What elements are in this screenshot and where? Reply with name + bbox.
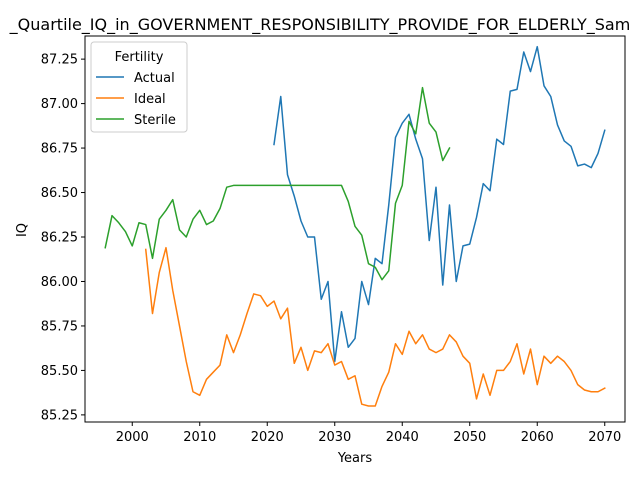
- y-tick-label: 86.25: [41, 231, 78, 246]
- legend-label-actual: Actual: [134, 71, 175, 86]
- y-tick-label: 87.25: [41, 53, 78, 68]
- x-tick-label: 2000: [116, 430, 149, 445]
- x-tick-label: 2020: [251, 430, 284, 445]
- y-tick-label: 85.25: [41, 408, 78, 423]
- chart-title: _Quartile_IQ_in_GOVERNMENT_RESPONSIBILIT…: [9, 15, 631, 35]
- legend: Fertility Actual Ideal Sterile: [91, 42, 187, 132]
- x-tick-label: 2030: [318, 430, 351, 445]
- series-line-actual: [274, 47, 605, 362]
- y-axis-label: IQ: [15, 223, 30, 237]
- y-tick-label: 87.00: [41, 97, 78, 112]
- x-axis-label: Years: [337, 451, 373, 466]
- series-line-ideal: [146, 248, 605, 406]
- x-tick-label: 2070: [588, 430, 621, 445]
- legend-label-ideal: Ideal: [134, 92, 166, 107]
- y-axis: 85.25 85.50 85.75 86.00 86.25 86.50 86.75 87.00…: [41, 53, 85, 424]
- y-tick-label: 85.75: [41, 319, 78, 334]
- x-axis: 2000 2010 2020 2030 2040 2050 2060 2070: [116, 422, 622, 445]
- y-tick-label: 86.50: [41, 186, 78, 201]
- x-tick-label: 2050: [453, 430, 486, 445]
- x-tick-label: 2060: [521, 430, 554, 445]
- y-tick-label: 85.50: [41, 364, 78, 379]
- legend-title: Fertility: [115, 50, 164, 65]
- y-tick-label: 86.00: [41, 275, 78, 290]
- y-tick-label: 86.75: [41, 142, 78, 157]
- x-tick-label: 2010: [183, 430, 216, 445]
- legend-label-sterile: Sterile: [134, 113, 176, 128]
- x-tick-label: 2040: [386, 430, 419, 445]
